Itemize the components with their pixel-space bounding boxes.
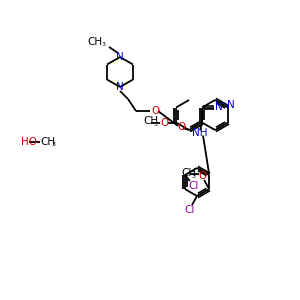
Text: Cl: Cl	[185, 205, 195, 215]
Text: 3: 3	[102, 43, 106, 47]
Text: CH: CH	[143, 116, 158, 127]
Text: CH: CH	[40, 137, 55, 147]
Text: N: N	[116, 52, 124, 62]
Text: 3: 3	[52, 142, 56, 146]
Text: CH: CH	[87, 37, 102, 47]
Text: O: O	[151, 106, 159, 116]
Text: O: O	[160, 118, 168, 128]
Text: N: N	[227, 100, 235, 110]
Text: O: O	[177, 122, 185, 132]
Text: 3: 3	[191, 173, 195, 178]
Text: HO: HO	[21, 137, 37, 147]
Text: Cl: Cl	[189, 181, 199, 191]
Text: CH: CH	[181, 168, 196, 178]
Text: N: N	[215, 103, 223, 112]
Text: 3: 3	[153, 122, 157, 127]
Text: N: N	[116, 82, 124, 92]
Text: NH: NH	[192, 128, 208, 137]
Text: O: O	[198, 171, 206, 181]
